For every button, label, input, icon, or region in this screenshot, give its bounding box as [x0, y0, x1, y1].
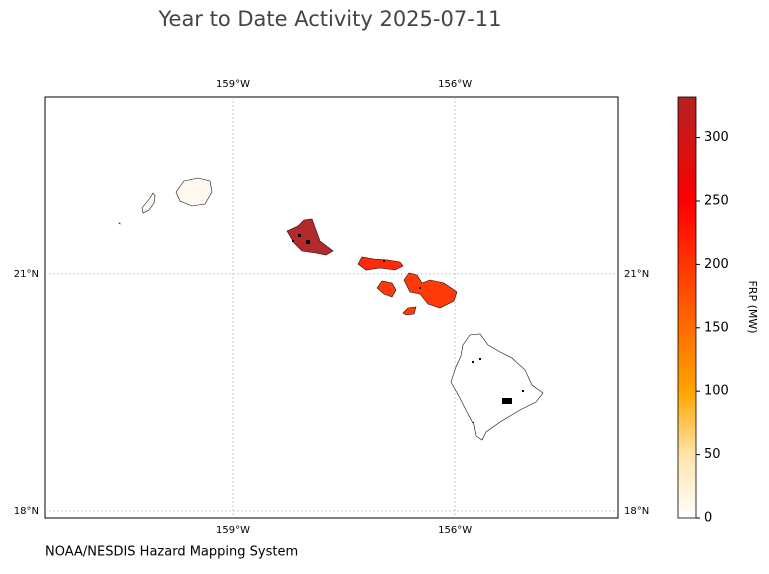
island	[286, 218, 334, 256]
island	[403, 272, 458, 309]
x-tick-label: 159°W	[216, 525, 250, 536]
x-tick-label: 159°W	[216, 79, 250, 90]
colorbar-tick-label: 150	[704, 320, 729, 335]
colorbar	[677, 96, 697, 519]
fire-detections	[292, 234, 524, 423]
island	[376, 280, 397, 298]
colorbar-tick-label: 200	[704, 257, 729, 272]
y-tick-label: 18°N	[624, 506, 649, 517]
colorbar-label: FRP (MW)	[746, 280, 759, 333]
credit: NOAA/NESDIS Hazard Mapping System	[45, 545, 298, 560]
island	[141, 192, 156, 214]
map	[44, 96, 619, 519]
colorbar-tick-label: 100	[704, 384, 729, 399]
y-tick-label: 21°N	[624, 269, 649, 280]
y-tick-label: 21°N	[14, 269, 39, 280]
y-tick-label: 18°N	[14, 506, 39, 517]
island	[402, 306, 417, 316]
island	[357, 256, 404, 271]
x-tick-label: 156°W	[438, 79, 472, 90]
island	[450, 333, 544, 441]
island	[118, 222, 121, 225]
title: Year to Date Activity 2025-07-11	[157, 7, 501, 31]
island	[175, 177, 213, 207]
colorbar-tick-label: 300	[704, 130, 729, 145]
map-frame	[44, 96, 619, 519]
islands	[118, 177, 544, 441]
colorbar-tick-label: 50	[704, 447, 721, 462]
colorbar-tick-label: 0	[704, 511, 712, 526]
colorbar-tick-label: 250	[704, 193, 729, 208]
x-tick-label: 156°W	[438, 525, 472, 536]
